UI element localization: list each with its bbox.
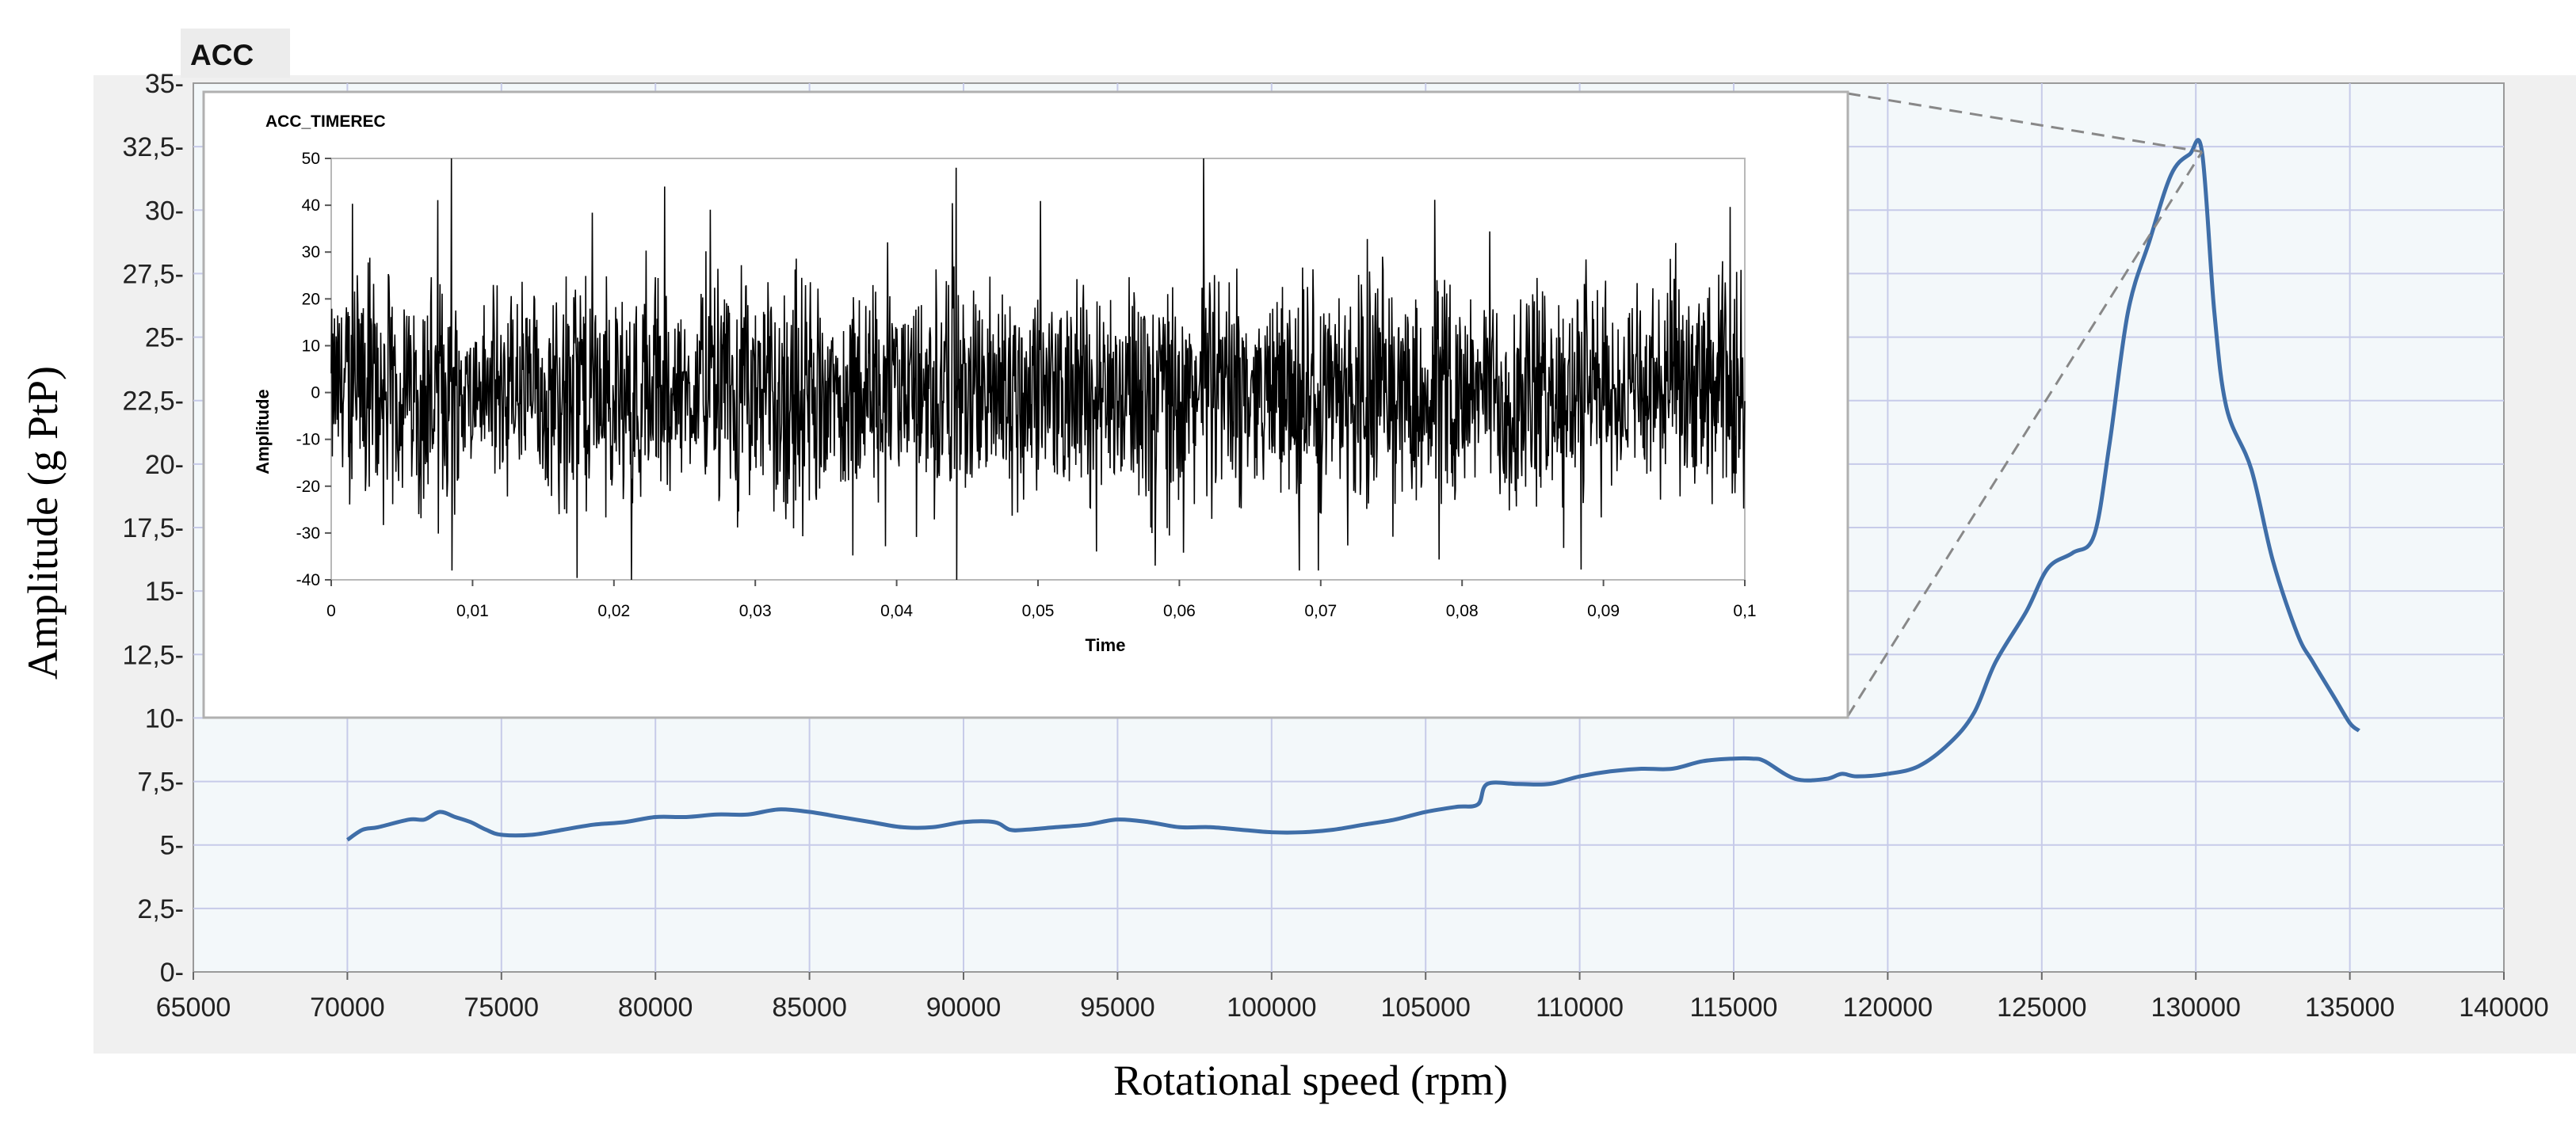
main-y-tick-label: 7,5-: [137, 768, 184, 798]
main-y-tick-label: 30-: [145, 196, 184, 226]
main-chart-tab[interactable]: [181, 29, 290, 78]
main-x-tick-label: 115000: [1690, 993, 1778, 1023]
main-y-tick-label: 2,5-: [137, 894, 184, 924]
inset-y-tick-label: -10: [296, 431, 320, 449]
main-y-tick-label: 27,5-: [123, 259, 185, 289]
main-x-tick-label: 135000: [2305, 993, 2395, 1023]
zoom-connector-top: [1847, 92, 2203, 154]
inset-x-tick-labels: 0 0,01 0,02 0,03 0,04 0,05 0,06 0,07 0,08 0,09 0,1: [326, 580, 1757, 620]
inset-x-tick-label: 0,08: [1446, 602, 1479, 620]
main-y-tick-label: 15-: [145, 577, 184, 607]
inset-y-tick-label: -40: [296, 571, 320, 589]
main-x-tick-label: 105000: [1380, 993, 1470, 1023]
main-chart-tab-title: ACC: [190, 39, 254, 71]
main-x-tick-label: 95000: [1080, 993, 1155, 1023]
main-x-tick-label: 65000: [156, 993, 231, 1023]
main-x-tick-label: 140000: [2459, 993, 2548, 1023]
main-x-tick-label: 90000: [926, 993, 1002, 1023]
main-x-tick-label: 75000: [464, 993, 540, 1023]
main-x-tick-label: 110000: [1536, 993, 1624, 1023]
main-x-tick-label: 85000: [772, 993, 847, 1023]
inset-y-tick-label: 40: [302, 196, 320, 215]
inset-x-tick-label: 0,03: [739, 602, 772, 620]
main-x-tick-label: 80000: [618, 993, 693, 1023]
inset-x-tick-label: 0,02: [597, 602, 630, 620]
main-y-tick-label: 5-: [160, 831, 184, 861]
main-y-axis-label: Amplitude (g PtP): [19, 366, 67, 680]
main-x-tick-label: 100000: [1227, 993, 1316, 1023]
inset-y-tick-label: -30: [296, 524, 320, 543]
inset-signal-path: [330, 158, 1746, 581]
inset-x-tick-label: 0: [326, 602, 336, 620]
main-y-tick-label: 12,5-: [123, 640, 185, 670]
inset-x-axis-label: Time: [1086, 635, 1126, 655]
inset-y-tick-label: 10: [302, 337, 320, 355]
inset-y-tick-label: 20: [302, 290, 320, 308]
main-y-tick-label: 0-: [160, 958, 184, 988]
zoom-connector-bottom: [1846, 151, 2204, 717]
main-y-tick-label: 17,5-: [123, 513, 185, 543]
main-x-tick-label: 130000: [2150, 993, 2240, 1023]
main-y-tick-label: 22,5-: [123, 387, 185, 417]
inset-signal-waveform: [330, 158, 1746, 581]
inset-y-tick-label: 0: [311, 384, 320, 402]
main-y-tick-label: 35-: [145, 69, 184, 99]
inset-x-tick-label: 0,01: [456, 602, 489, 620]
inset-y-axis-label: Amplitude: [253, 389, 273, 474]
inset-y-tick-label: 30: [302, 243, 320, 261]
main-x-tick-label: 70000: [310, 993, 385, 1023]
main-series-line: [345, 138, 2360, 842]
main-x-tick-label: 125000: [1997, 993, 2086, 1023]
inset-y-tick-label: -20: [296, 478, 320, 496]
inset-x-tick-label: 0,09: [1587, 602, 1620, 620]
main-y-tick-label: 10-: [145, 703, 184, 733]
inset-title: ACC_TIMEREC: [265, 112, 386, 131]
inset-x-tick-label: 0,1: [1733, 602, 1756, 620]
main-y-tick-labels: 0- 2,5- 5- 7,5- 10- 12,5- 15- 17,5- 20- 22,5- 25- 2…: [123, 69, 185, 988]
main-y-tick-label: 20-: [145, 450, 184, 480]
inset-x-tick-label: 0,06: [1163, 602, 1196, 620]
inset-x-tick-label: 0,07: [1304, 602, 1337, 620]
main-x-tick-label: 120000: [1843, 993, 1933, 1023]
inset-x-tick-label: 0,04: [880, 602, 913, 620]
main-x-axis-label: Rotational speed (rpm): [1113, 1057, 1508, 1104]
inset-x-tick-label: 0,05: [1022, 602, 1055, 620]
main-y-tick-label: 32,5-: [123, 132, 185, 162]
inset-y-tick-label: 50: [302, 150, 320, 168]
main-x-tick-labels: 65000 70000 75000 80000 85000 90000 95000 10000…: [156, 972, 2549, 1023]
inset-y-tick-labels: -40 -30 -20 -10 0 10 20 30 40 50: [296, 150, 331, 589]
main-y-tick-label: 25-: [145, 323, 184, 353]
